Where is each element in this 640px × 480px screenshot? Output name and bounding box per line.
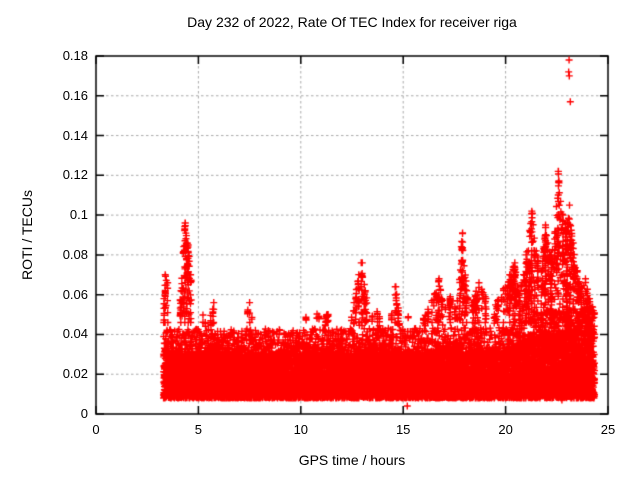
y-tick-label: 0.14 bbox=[62, 127, 88, 143]
x-axis-label: GPS time / hours bbox=[298, 452, 406, 468]
y-tick-label: 0.04 bbox=[62, 326, 88, 342]
x-tick-label: 15 bbox=[395, 422, 411, 437]
y-tick-label: 0.18 bbox=[62, 48, 88, 63]
y-axis-label: ROTI / TECUs bbox=[19, 190, 35, 280]
x-tick-label: 0 bbox=[92, 422, 100, 437]
y-tick-label: 0.16 bbox=[62, 87, 88, 103]
x-tick-label: 20 bbox=[498, 422, 513, 437]
x-tick-label: 10 bbox=[293, 422, 309, 437]
x-tick-label: 5 bbox=[194, 422, 202, 437]
y-tick-label: 0.06 bbox=[62, 286, 88, 302]
y-tick-label: 0 bbox=[80, 406, 88, 421]
y-tick-label: 0.1 bbox=[69, 207, 88, 223]
y-tick-label: 0.08 bbox=[62, 246, 88, 262]
y-tick-label: 0.02 bbox=[62, 366, 88, 382]
chart-title: Day 232 of 2022, Rate Of TEC Index for r… bbox=[187, 14, 517, 30]
x-tick-label: 25 bbox=[600, 422, 616, 437]
y-tick-label: 0.12 bbox=[62, 167, 88, 183]
